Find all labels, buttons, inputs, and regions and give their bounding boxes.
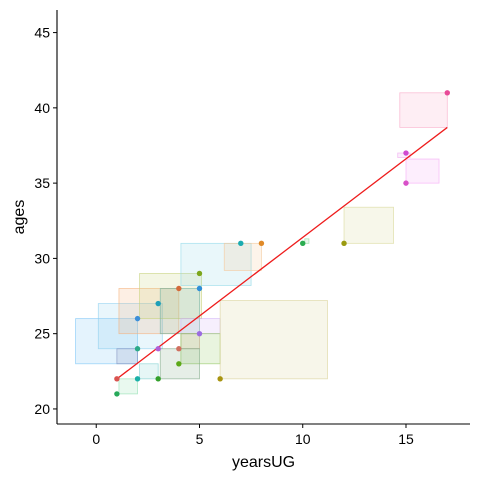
rect-14 (219, 300, 328, 380)
rect-13 (223, 242, 262, 271)
y-tick-label-35: 35 (34, 175, 50, 191)
rect-10 (116, 348, 138, 365)
point-20 (403, 150, 409, 156)
point-0 (114, 376, 120, 382)
fit-line (116, 126, 448, 380)
point-17 (300, 240, 306, 247)
rect-layer (75, 92, 448, 395)
rect-19 (399, 92, 448, 128)
rect-1 (97, 303, 163, 350)
x-tick-label-15: 15 (398, 431, 414, 447)
point-21 (444, 90, 450, 96)
rect-12 (180, 242, 252, 286)
x-tick-label-10: 10 (295, 431, 311, 447)
rect-9 (139, 363, 159, 380)
x-axis-title: yearsUG (232, 454, 295, 471)
rect-16 (343, 206, 394, 244)
point-19 (403, 180, 409, 186)
y-tick-label-40: 40 (34, 100, 50, 116)
rect-11 (118, 378, 138, 395)
rect-18 (405, 158, 440, 184)
rect-0 (75, 318, 138, 365)
rect-15 (304, 238, 310, 244)
point-2 (134, 376, 141, 382)
point-9 (176, 346, 182, 352)
rect-2 (118, 288, 180, 335)
point-6 (155, 346, 161, 352)
point-14 (217, 376, 223, 382)
point-3 (134, 346, 141, 352)
fit-line-layer (116, 126, 448, 380)
point-7 (155, 300, 161, 307)
rect-3 (139, 273, 202, 320)
y-axis-title: ages (11, 200, 28, 235)
point-5 (155, 376, 161, 382)
point-8 (176, 361, 182, 367)
point-12 (196, 285, 203, 292)
point-11 (196, 330, 203, 337)
x-tick-label-0: 0 (92, 431, 100, 447)
point-15 (238, 240, 244, 247)
y-tick-label-20: 20 (34, 401, 50, 417)
point-1 (114, 391, 120, 397)
points-layer (114, 90, 450, 397)
x-tick-label-5: 5 (196, 431, 204, 447)
point-4 (134, 315, 141, 322)
point-10 (176, 285, 182, 292)
y-tick-label-45: 45 (34, 25, 50, 41)
axes: 20 25 30 35 40 45 0 5 10 15 (34, 10, 470, 447)
y-tick-label-30: 30 (34, 250, 50, 266)
rect-4 (159, 288, 200, 335)
point-18 (341, 240, 347, 247)
y-tick-label-25: 25 (34, 326, 50, 342)
point-16 (258, 240, 265, 247)
point-13 (196, 270, 203, 277)
